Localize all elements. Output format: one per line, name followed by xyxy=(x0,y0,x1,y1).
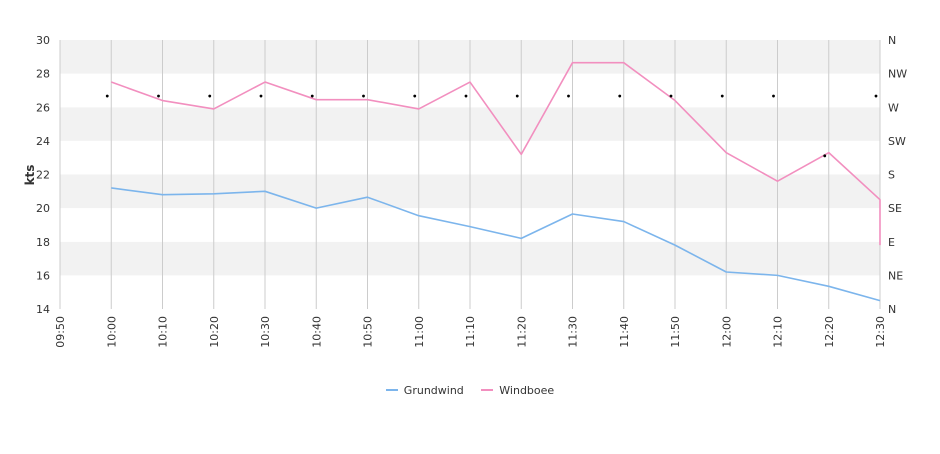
direction-marker xyxy=(259,94,263,98)
direction-marker xyxy=(208,94,212,98)
y-axis-left: 14 16 18 20 22 24 26 28 30 xyxy=(36,34,50,316)
x-tick-label: 10:50 xyxy=(362,316,375,348)
x-tick-label: 09:50 xyxy=(54,316,67,348)
y-tick-label: 24 xyxy=(36,135,50,148)
x-tick-label: 12:00 xyxy=(720,316,733,348)
direction-marker xyxy=(874,94,878,98)
series-line-grundwind xyxy=(111,187,881,302)
direction-marker xyxy=(157,94,160,98)
y-tick-label: 16 xyxy=(36,269,50,282)
y-tick-label: 14 xyxy=(36,303,50,316)
legend-swatch-grundwind xyxy=(385,389,398,391)
x-axis: 09:50 10:00 10:10 10:20 10:30 10:40 10:50 11:00… xyxy=(54,316,887,348)
direction-marker xyxy=(567,94,570,98)
legend-label-grundwind: Grundwind xyxy=(403,384,464,397)
x-tick-label: 10:20 xyxy=(208,316,221,348)
x-tick-label: 11:20 xyxy=(515,316,528,348)
y-tick-label: 20 xyxy=(36,202,50,215)
y-right-tick-label: S xyxy=(888,169,895,182)
direction-marker xyxy=(464,94,468,98)
direction-marker xyxy=(105,94,109,98)
direction-marker xyxy=(720,94,724,98)
legend-item-windboee[interactable]: Windboee xyxy=(481,384,554,397)
direction-marker xyxy=(413,94,417,98)
x-tick-label: 10:00 xyxy=(105,316,118,348)
x-tick-label: 10:40 xyxy=(310,316,323,348)
x-tick-label: 11:50 xyxy=(669,316,682,348)
direction-marker xyxy=(310,94,314,98)
y-tick-label: 28 xyxy=(36,68,50,81)
y-right-tick-label: N xyxy=(888,303,896,316)
y-right-tick-label: SW xyxy=(888,135,906,148)
x-tick-label: 12:30 xyxy=(874,316,887,348)
y-tick-label: 22 xyxy=(36,169,50,182)
y-right-tick-label: NE xyxy=(888,269,903,282)
y-tick-label: 30 xyxy=(36,34,50,47)
direction-marker xyxy=(618,94,622,98)
x-tick-label: 12:20 xyxy=(823,316,836,348)
y-tick-label: 18 xyxy=(36,236,50,249)
series-lines xyxy=(110,61,881,302)
x-tick-label: 11:00 xyxy=(413,316,426,348)
direction-marker xyxy=(772,94,775,98)
y-right-tick-label: NW xyxy=(888,68,907,81)
y-right-tick-label: W xyxy=(888,101,899,114)
direction-marker xyxy=(362,94,365,98)
direction-marker xyxy=(669,94,673,98)
y-right-tick-label: SE xyxy=(888,202,902,215)
x-tick-label: 11:30 xyxy=(567,316,580,348)
x-tick-label: 11:10 xyxy=(464,316,477,348)
direction-marker xyxy=(823,154,827,158)
y-right-tick-label: E xyxy=(888,236,895,249)
direction-marker xyxy=(515,94,519,98)
x-tick-label: 11:40 xyxy=(618,316,631,348)
legend-swatch-windboee xyxy=(481,389,494,391)
y-tick-label: 26 xyxy=(36,101,50,114)
x-tick-label: 12:10 xyxy=(772,316,785,348)
y-axis-title: kts xyxy=(23,165,37,186)
x-tick-label: 10:30 xyxy=(259,316,272,348)
series-line-windboee xyxy=(110,61,881,246)
vertical-gridlines xyxy=(59,40,881,309)
legend-item-grundwind[interactable]: Grundwind xyxy=(385,384,464,397)
y-axis-right: N NE E SE S SW W NW N xyxy=(888,34,907,316)
x-tick-label: 10:10 xyxy=(157,316,170,348)
legend-label-windboee: Windboee xyxy=(499,384,555,397)
y-right-tick-label: N xyxy=(888,34,896,47)
legend: Grundwind Windboee xyxy=(0,384,940,397)
direction-markers xyxy=(105,94,878,158)
